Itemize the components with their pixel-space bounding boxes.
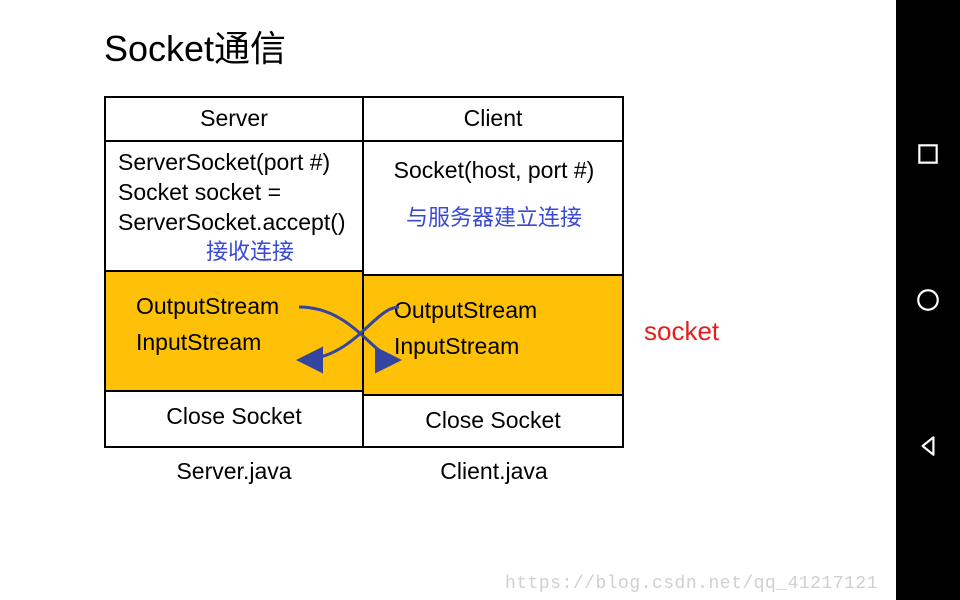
recent-apps-icon[interactable]	[915, 141, 941, 167]
watermark-text: https://blog.csdn.net/qq_41217121	[505, 574, 878, 594]
server-note: 接收连接	[118, 238, 352, 267]
socket-side-label: socket	[644, 316, 719, 347]
server-header: Server	[106, 98, 362, 140]
server-code-line3: ServerSocket.accept()	[118, 208, 352, 238]
home-icon[interactable]	[915, 287, 941, 313]
server-input-stream: InputStream	[136, 328, 352, 358]
server-output-stream: OutputStream	[136, 292, 352, 322]
client-output-stream: OutputStream	[394, 296, 612, 326]
tables-wrapper: Server ServerSocket(port #) Socket socke…	[104, 96, 896, 448]
diagram-content: Socket通信 Server ServerSocket(port #) Soc…	[0, 0, 896, 600]
client-note: 与服务器建立连接	[376, 204, 612, 233]
client-header: Client	[364, 98, 622, 140]
client-close-cell: Close Socket	[364, 394, 622, 446]
server-code-line2: Socket socket =	[118, 178, 352, 208]
client-code-line1: Socket(host, port #)	[376, 156, 612, 186]
server-caption: Server.java	[104, 448, 364, 485]
page-title: Socket通信	[104, 20, 896, 72]
client-streams-cell: OutputStream InputStream	[364, 274, 622, 394]
captions-row: Server.java Client.java	[104, 448, 896, 485]
client-input-stream: InputStream	[394, 332, 612, 362]
server-code-cell: ServerSocket(port #) Socket socket = Ser…	[106, 140, 362, 270]
server-close-cell: Close Socket	[106, 390, 362, 442]
client-column: Client Socket(host, port #) 与服务器建立连接 Out…	[364, 96, 624, 448]
client-code-cell: Socket(host, port #) 与服务器建立连接	[364, 140, 622, 274]
android-navbar	[896, 0, 960, 600]
back-icon[interactable]	[915, 433, 941, 459]
server-column: Server ServerSocket(port #) Socket socke…	[104, 96, 364, 448]
server-streams-cell: OutputStream InputStream	[106, 270, 362, 390]
server-code-line1: ServerSocket(port #)	[118, 148, 352, 178]
client-caption: Client.java	[364, 448, 624, 485]
